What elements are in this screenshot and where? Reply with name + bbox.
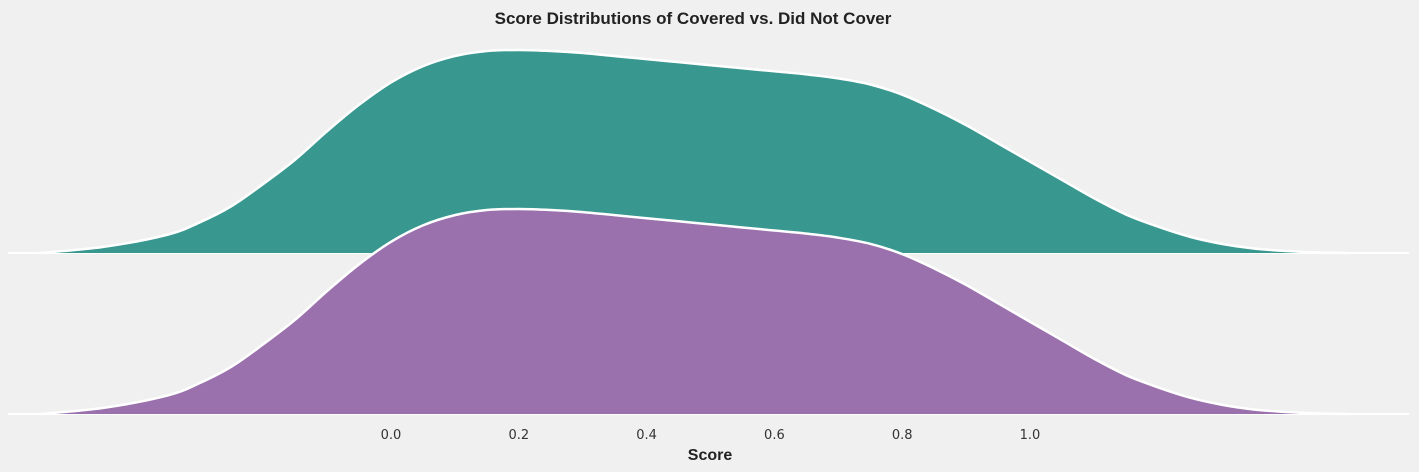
ridge-2-area [39, 209, 1350, 414]
ridge-2-outline [39, 207, 1350, 416]
x-axis-ticks: 0.0 0.2 0.4 0.6 0.8 1.0 [381, 428, 1041, 443]
ridge-1-area [39, 50, 1350, 253]
x-tick-label: 0.4 [636, 428, 657, 443]
x-tick-label: 1.0 [1020, 428, 1041, 443]
x-tick-label: 0.2 [508, 428, 529, 443]
x-tick-label: 0.0 [381, 428, 402, 443]
x-tick-label: 0.6 [764, 428, 785, 443]
ridges [8, 48, 1409, 416]
x-axis-label: Score [688, 447, 733, 464]
x-tick-label: 0.8 [892, 428, 913, 443]
chart-title: Score Distributions of Covered vs. Did N… [495, 9, 892, 28]
ridge-2 [8, 207, 1409, 416]
ridge-1-outline [39, 48, 1350, 255]
ridge-1 [8, 48, 1409, 255]
